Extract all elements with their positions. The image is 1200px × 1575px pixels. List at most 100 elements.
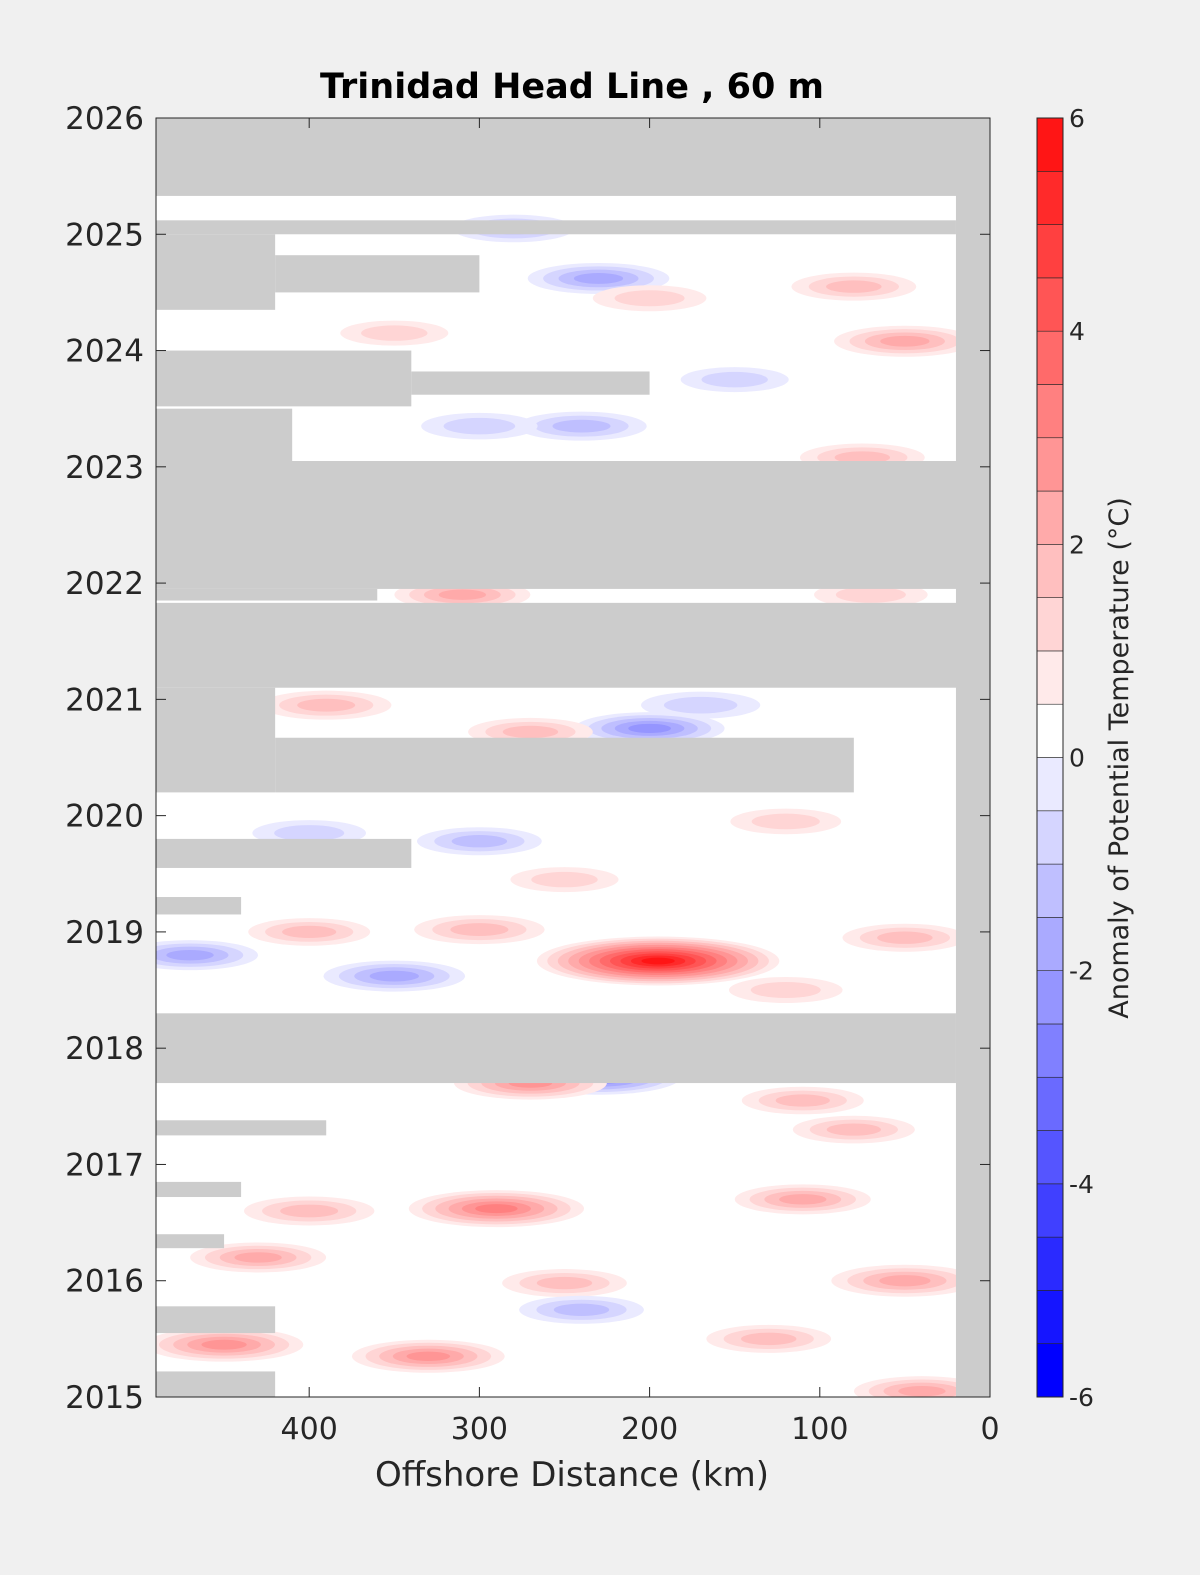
nodata-band [411, 371, 650, 395]
anomaly-patch [190, 1242, 327, 1273]
x-tick-label: 300 [451, 1412, 508, 1447]
y-tick-label: 2025 [65, 217, 144, 253]
colorbar-swatch [1036, 330, 1064, 385]
anomaly-patch [502, 1269, 627, 1298]
x-tick-label: 400 [281, 1412, 338, 1447]
colorbar-swatch [1036, 597, 1064, 652]
anomaly-patch [842, 923, 968, 952]
contour-level [536, 1276, 593, 1290]
anomaly-patch [156, 940, 259, 971]
anomaly-patch [728, 977, 843, 1004]
colorbar-swatch [1036, 490, 1064, 545]
nodata-band [156, 1234, 225, 1249]
contour-level [361, 325, 428, 341]
contour-level [166, 949, 214, 961]
contour-level [779, 1194, 827, 1205]
y-tick-label: 2015 [65, 1380, 144, 1416]
nodata-bands [156, 118, 990, 1397]
colorbar-swatch [1036, 117, 1064, 172]
contour-level [406, 1351, 451, 1362]
nodata-band [156, 1181, 242, 1198]
colorbar-label: Anomaly of Potential Temperature (°C) [1104, 497, 1135, 1019]
contour-level [750, 982, 821, 999]
colorbar-swatch [1036, 810, 1064, 865]
nodata-band [275, 255, 480, 293]
contour-level [201, 1339, 247, 1350]
anomaly-patch [741, 1086, 864, 1115]
y-tick-label: 2016 [65, 1264, 144, 1300]
y-tick-label: 2026 [65, 101, 144, 137]
plot-area [155, 117, 991, 1398]
nodata-band [275, 737, 854, 793]
contour-level [879, 1275, 931, 1287]
contour-level [701, 371, 768, 388]
colorbar-swatch [1036, 277, 1064, 332]
anomaly-patch [416, 827, 542, 856]
anomaly-patch [853, 1376, 990, 1397]
colorbar-swatch [1036, 703, 1064, 758]
nodata-band [156, 408, 293, 467]
contour-level [775, 1094, 830, 1107]
colorbar-swatch [1036, 170, 1064, 225]
contour-level [475, 1204, 518, 1214]
colorbar-swatch [1036, 757, 1064, 812]
anomaly-patch [510, 867, 619, 893]
anomaly-patch [414, 915, 545, 945]
contour-level [880, 335, 930, 347]
chart-title: Trinidad Head Line , 60 m [320, 67, 824, 107]
anomaly-patch [323, 960, 466, 992]
colorbar-tick-label: 0 [1069, 744, 1085, 773]
contour-level [835, 586, 906, 603]
nodata-band [955, 118, 990, 1397]
anomaly-patch [527, 262, 670, 294]
anomaly-patch [156, 1327, 304, 1362]
colorbar-swatch [1036, 544, 1064, 598]
y-tick-label: 2023 [65, 450, 144, 486]
contour-level [898, 1385, 946, 1397]
nodata-band [156, 602, 990, 688]
anomaly-patch [351, 1339, 505, 1373]
anomaly-patch [706, 1324, 832, 1353]
anomaly-patch [574, 712, 725, 745]
contour-level [531, 871, 598, 888]
colorbar-swatch [1036, 1023, 1064, 1078]
y-tick-label: 2017 [65, 1147, 144, 1183]
anomaly-patch [340, 320, 449, 346]
colorbar-swatch [1036, 1130, 1064, 1185]
nodata-band [156, 1013, 956, 1084]
nodata-band [156, 1306, 276, 1334]
contour-level [628, 723, 671, 734]
nodata-band [156, 118, 990, 196]
contour-level [573, 273, 624, 284]
contour-level [280, 1204, 339, 1218]
contour-level [751, 813, 820, 830]
nodata-band [156, 220, 956, 235]
anomaly-patch [792, 1115, 915, 1144]
contour-level [614, 290, 685, 307]
contour-level [826, 1123, 881, 1136]
x-axis: 400 300 200 100 0 [281, 118, 1000, 1447]
colorbar-swatch [1036, 1343, 1064, 1398]
anomaly-patch [641, 691, 761, 719]
nodata-band [156, 1371, 276, 1397]
nodata-band [156, 350, 412, 407]
contour-level [834, 451, 891, 464]
x-axis-label: Offshore Distance (km) [375, 1455, 769, 1495]
contour-level [552, 419, 611, 433]
colorbar-tick-label: 6 [1069, 104, 1085, 133]
colorbar-swatch [1036, 863, 1064, 918]
contour-level [641, 957, 675, 965]
y-axis: 2015 2016 2017 2018 2019 2020 2021 2022 2023 2024… [65, 101, 990, 1416]
colorbar-swatch [1036, 1076, 1064, 1131]
contour-level [451, 835, 508, 848]
colorbar-frame [1036, 117, 1064, 1398]
colorbar-tick-label: 2 [1069, 530, 1085, 559]
nodata-band [156, 234, 276, 310]
colorbar-tick-label: -6 [1069, 1383, 1094, 1412]
anomaly-patch [248, 918, 371, 946]
contour-level [553, 1303, 610, 1316]
anomaly-patch [536, 936, 780, 986]
contour-level [438, 589, 487, 600]
nodata-band [156, 461, 990, 589]
